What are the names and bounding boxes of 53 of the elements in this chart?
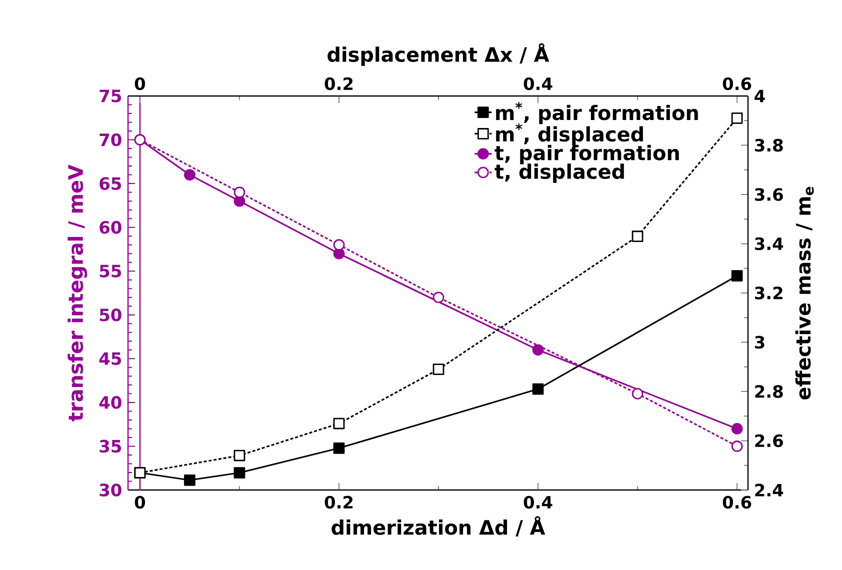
y2-tick-label: 4: [754, 90, 765, 102]
point: [731, 423, 743, 434]
x2-tick-label: 0.2: [324, 77, 353, 90]
point: [731, 440, 743, 452]
point: [184, 169, 196, 180]
point: [731, 270, 743, 282]
y-tick-label: 65: [100, 177, 121, 190]
point: [234, 450, 246, 462]
y-tick-label: 75: [100, 90, 121, 102]
y-tick-label: 55: [100, 264, 121, 278]
point: [333, 442, 345, 454]
point: [432, 364, 444, 376]
y2-tick-label: 3.2: [754, 286, 782, 300]
point: [731, 112, 743, 124]
y-tick-label: 30: [100, 484, 122, 496]
point: [234, 186, 246, 198]
legend-label: t, pair formation: [494, 144, 679, 164]
y2-tick-label: 3.4: [754, 237, 784, 250]
y-tick-label: 50: [100, 308, 122, 322]
y-tick-label: 70: [100, 133, 122, 146]
y2-tick-label: 3.8: [754, 138, 783, 152]
x-tick-label: 0: [134, 496, 146, 509]
x2-tick-label: 0.4: [524, 77, 552, 90]
point: [632, 388, 644, 400]
point: [532, 344, 544, 356]
x2-tick-label: 0.6: [722, 77, 752, 90]
y-tick-label: 60: [100, 220, 122, 234]
y2-axis-title: effective mass / m$_{e}$: [795, 186, 814, 400]
y2-tick-label: 3: [754, 336, 764, 349]
y-tick-label: 45: [99, 352, 121, 365]
point: [532, 383, 544, 395]
y2-tick-label: 2.4: [755, 484, 784, 496]
legend-label: m$^{*}$, displaced: [496, 124, 643, 146]
y2-tick-label: 2.6: [755, 434, 783, 448]
x-tick-label: 0.6: [722, 496, 752, 509]
legend-label: m$^{*}$, pair formation: [496, 102, 698, 124]
point: [432, 292, 444, 304]
x-tick-label: 0.2: [324, 496, 353, 509]
x-axis-title: dimerization Δd / Å: [332, 516, 546, 536]
y-tick-label: 35: [100, 440, 121, 453]
point: [333, 418, 345, 430]
y-tick-label: 40: [99, 396, 122, 409]
point: [333, 239, 345, 251]
point: [632, 230, 644, 242]
y2-tick-label: 3.6: [754, 188, 783, 201]
point: [184, 474, 196, 486]
x2-axis-title: displacement Δx / Å: [328, 43, 550, 66]
y-axis-title: transfer integral / meV: [68, 164, 88, 422]
x-tick-label: 0.4: [524, 496, 552, 509]
point: [234, 467, 246, 478]
legend-label: t, displaced: [494, 164, 624, 183]
y2-tick-label: 2.8: [755, 385, 783, 398]
x2-tick-label: 0: [134, 77, 146, 90]
